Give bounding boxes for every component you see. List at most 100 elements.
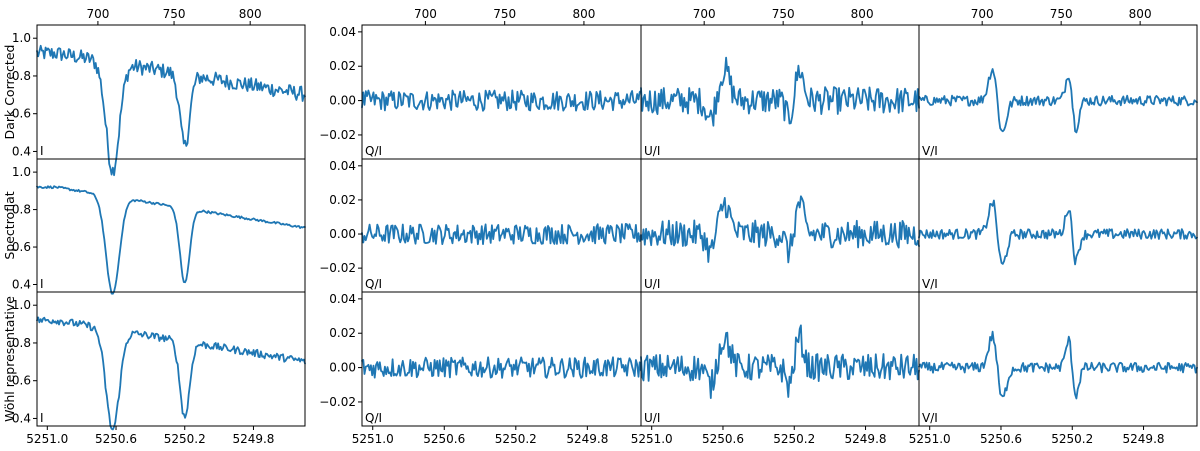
panel-frame — [36, 291, 306, 427]
bottom-tick-label: 5250.2 — [773, 432, 815, 446]
y-tick-label: 0.6 — [12, 107, 31, 121]
panel-label-i: I — [40, 144, 44, 158]
panel-dark-corrected-i: I 0.4 0.6 0.8 1.0 700 750 800 — [12, 7, 306, 177]
panel-dark-corrected-u: U/I 700 750 800 — [640, 7, 920, 160]
panel-label-u: U/I — [644, 411, 660, 425]
series-line-q — [361, 356, 642, 379]
y-tick-label: 0.02 — [329, 193, 356, 207]
top-tick-label: 750 — [772, 7, 795, 21]
series-line-v — [918, 68, 1198, 134]
panel-dark-corrected-v: V/I 700 750 800 — [918, 7, 1198, 160]
bottom-tick-label: 5250.6 — [423, 432, 465, 446]
bottom-tick-label: 5249.8 — [845, 432, 887, 446]
y-tick-label: 0.8 — [12, 69, 31, 83]
y-tick-label: 0.00 — [329, 94, 356, 108]
y-tick-label: 0.02 — [329, 326, 356, 340]
y-tick-label: 0.04 — [329, 159, 356, 173]
row-label: Dark Corrected — [2, 45, 17, 140]
panel-frame — [36, 158, 306, 293]
bottom-tick-label: 5249.8 — [232, 432, 274, 446]
y-tick-label: 0.04 — [329, 25, 356, 39]
panel-w-hl-representative-u: U/I 5251.0 5250.6 5250.2 5249.8 — [631, 291, 920, 446]
panel-spectroflat-v: V/I — [918, 158, 1198, 293]
series-line-v — [918, 199, 1198, 266]
y-tick-label: −0.02 — [319, 261, 356, 275]
y-tick-label: 0.6 — [12, 374, 31, 388]
panel-label-i: I — [40, 277, 44, 291]
top-tick-label: 750 — [163, 7, 186, 21]
panel-label-v: V/I — [922, 144, 938, 158]
panel-label-q: Q/I — [365, 144, 382, 158]
top-tick-label: 700 — [414, 7, 437, 21]
bottom-tick-label: 5250.6 — [702, 432, 744, 446]
panel-w-hl-representative-i: I 0.4 0.6 0.8 1.0 5251.0 5250.6 5250.2 5249.8 — [12, 291, 306, 446]
y-tick-label: 0.4 — [12, 144, 31, 158]
top-tick-label: 800 — [851, 7, 874, 21]
y-tick-label: 0.04 — [329, 292, 356, 306]
y-tick-label: 1.0 — [12, 31, 31, 45]
panel-spectroflat-u: U/I — [640, 158, 920, 293]
top-tick-label: 750 — [1050, 7, 1073, 21]
bottom-tick-label: 5251.0 — [909, 432, 951, 446]
panel-dark-corrected-q: Q/I −0.02 0.00 0.02 0.04 700 750 800 — [319, 7, 642, 160]
y-tick-label: 0.8 — [12, 336, 31, 350]
bottom-tick-label: 5250.2 — [164, 432, 206, 446]
panel-frame — [36, 24, 306, 160]
series-line-i — [36, 185, 306, 295]
y-tick-label: 1.0 — [12, 298, 31, 312]
bottom-tick-label: 5251.0 — [631, 432, 673, 446]
y-tick-label: 0.6 — [12, 240, 31, 254]
y-tick-label: 1.0 — [12, 165, 31, 179]
panel-w-hl-representative-q: Q/I −0.02 0.00 0.02 0.04 5251.0 5250.6 5250.2 52… — [319, 291, 642, 446]
bottom-tick-label: 5250.6 — [95, 432, 137, 446]
series-line-q — [361, 89, 642, 112]
panel-label-q: Q/I — [365, 277, 382, 291]
panel-w-hl-representative-v: V/I 5251.0 5250.6 5250.2 5249.8 — [909, 291, 1198, 446]
bottom-tick-label: 5251.0 — [352, 432, 394, 446]
series-line-u — [640, 324, 920, 399]
panel-label-u: U/I — [644, 277, 660, 291]
y-tick-label: 0.00 — [329, 227, 356, 241]
panel-label-v: V/I — [922, 411, 938, 425]
y-tick-label: 0.02 — [329, 59, 356, 73]
bottom-tick-label: 5249.8 — [1123, 432, 1165, 446]
top-tick-label: 750 — [493, 7, 516, 21]
panel-frame — [918, 158, 1198, 293]
top-tick-label: 700 — [971, 7, 994, 21]
series-line-u — [640, 195, 920, 264]
panel-frame — [918, 24, 1198, 160]
row-label: Wöhl representative — [2, 296, 17, 422]
panel-spectroflat-q: Q/I −0.02 0.00 0.02 0.04 — [319, 158, 642, 293]
y-tick-label: 0.8 — [12, 203, 31, 217]
panel-frame — [361, 291, 642, 427]
y-tick-label: −0.02 — [319, 128, 356, 142]
panel-frame — [361, 24, 642, 160]
y-tick-label: 0.00 — [329, 361, 356, 375]
bottom-tick-label: 5250.2 — [495, 432, 537, 446]
top-tick-label: 700 — [693, 7, 716, 21]
panel-spectroflat-i: I 0.4 0.6 0.8 1.0 — [12, 158, 306, 295]
top-tick-label: 800 — [572, 7, 595, 21]
bottom-tick-label: 5250.2 — [1051, 432, 1093, 446]
panel-label-v: V/I — [922, 277, 938, 291]
panel-frame — [918, 291, 1198, 427]
series-line-i — [36, 316, 306, 431]
y-tick-label: 0.4 — [12, 411, 31, 425]
series-line-i — [36, 44, 306, 177]
y-tick-label: −0.02 — [319, 395, 356, 409]
label-layer: Dark Corrected Spectroflat Wöhl representa… — [2, 45, 17, 422]
panel-frame — [361, 158, 642, 293]
panel-label-i: I — [40, 411, 44, 425]
panel-label-q: Q/I — [365, 411, 382, 425]
top-tick-label: 800 — [239, 7, 262, 21]
series-line-u — [640, 56, 920, 127]
bottom-tick-label: 5249.8 — [566, 432, 608, 446]
row-label: Spectroflat — [2, 191, 17, 259]
y-tick-label: 0.4 — [12, 278, 31, 292]
top-tick-label: 800 — [1129, 7, 1152, 21]
plot-grid: I 0.4 0.6 0.8 1.0 700 750 800 Q/I −0.02 0.00 0.02 0.… — [12, 7, 1198, 446]
bottom-tick-label: 5250.6 — [980, 432, 1022, 446]
series-line-v — [918, 330, 1198, 400]
panel-label-u: U/I — [644, 144, 660, 158]
